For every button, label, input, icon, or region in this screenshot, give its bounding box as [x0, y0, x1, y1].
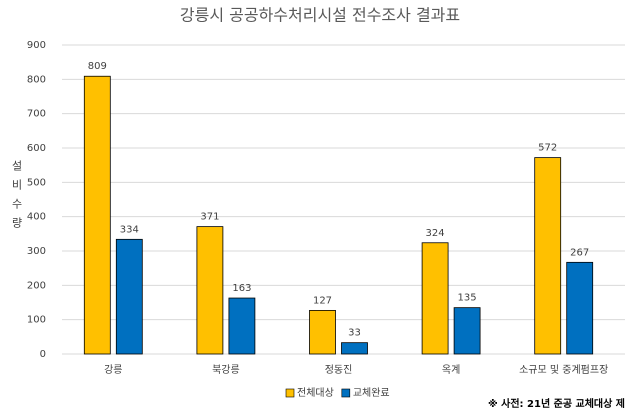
bar [421, 242, 449, 355]
value-label: 334 [120, 224, 139, 235]
bar [566, 261, 594, 355]
value-label: 371 [200, 212, 219, 223]
y-tick-label: 600 [27, 143, 46, 154]
bar [453, 307, 481, 355]
y-tick-label: 400 [27, 212, 46, 223]
y-tick-label: 100 [27, 315, 46, 326]
bar [341, 342, 368, 355]
value-label: 572 [538, 143, 557, 154]
legend-swatch [341, 388, 351, 398]
y-tick-label: 500 [27, 177, 46, 188]
legend-label: 전체대상 [297, 387, 334, 399]
x-tick-label: 정동진 [325, 364, 353, 376]
value-label: 324 [426, 228, 445, 239]
note: ※ 사전: 21년 준공 교체대상 제 [488, 397, 625, 410]
bar [309, 309, 336, 355]
y-tick-label: 0 [40, 349, 46, 360]
bar [115, 238, 143, 355]
legend-swatch [285, 388, 295, 398]
x-tick-label: 소규모 및 중계펌프장 [519, 364, 608, 376]
chart-title: 강릉시 공공하수처리시설 전수조사 결과표 [180, 6, 460, 25]
value-label: 33 [348, 328, 361, 339]
y-tick-label: 900 [27, 40, 46, 51]
value-label: 267 [570, 247, 589, 258]
value-label: 135 [458, 293, 477, 304]
y-tick-label: 800 [27, 74, 46, 85]
legend-label: 교체완료 [353, 387, 390, 399]
value-label: 163 [232, 283, 251, 294]
y-tick-label: 700 [27, 109, 46, 120]
value-label: 809 [88, 61, 107, 72]
bar [83, 75, 111, 355]
x-tick-label: 옥계 [442, 364, 460, 376]
bar [534, 157, 562, 355]
bar [196, 226, 224, 355]
bar [228, 297, 256, 355]
y-tick-label: 300 [27, 246, 46, 257]
value-label: 127 [313, 295, 332, 306]
y-tick-label: 200 [27, 280, 46, 291]
y-axis-label: 설비수량 [10, 160, 23, 236]
x-tick-label: 강릉 [104, 364, 122, 376]
x-tick-label: 북강릉 [212, 364, 240, 376]
